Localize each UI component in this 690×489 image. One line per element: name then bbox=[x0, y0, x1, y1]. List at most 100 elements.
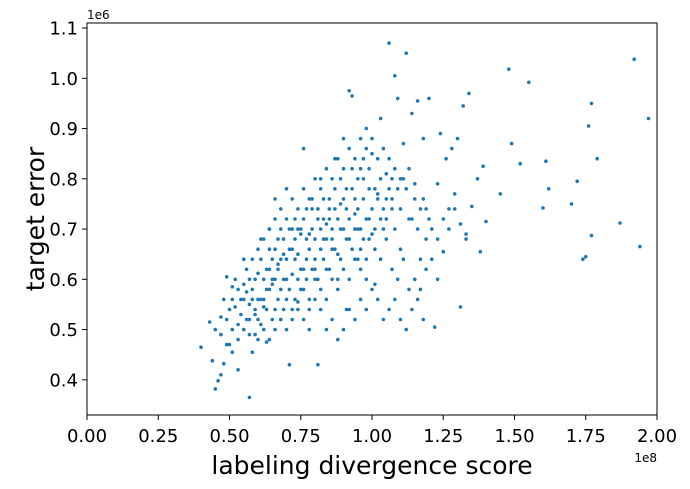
data-point bbox=[361, 237, 366, 241]
points-layer bbox=[199, 41, 651, 400]
data-point bbox=[313, 177, 317, 181]
data-point bbox=[338, 177, 343, 181]
data-point bbox=[242, 282, 246, 287]
data-point bbox=[367, 237, 371, 241]
data-point bbox=[270, 282, 275, 287]
data-point bbox=[407, 217, 411, 221]
data-point bbox=[230, 350, 235, 355]
data-point bbox=[438, 131, 443, 136]
y-tick-label: 0.4 bbox=[49, 370, 78, 391]
data-point bbox=[435, 182, 440, 186]
data-point bbox=[347, 277, 352, 282]
data-point bbox=[327, 217, 332, 221]
data-point bbox=[307, 232, 312, 236]
x-tick-label: 1.50 bbox=[494, 426, 534, 447]
data-point bbox=[213, 387, 218, 391]
plot-frame bbox=[86, 22, 658, 416]
data-point bbox=[264, 340, 269, 344]
data-point bbox=[316, 207, 320, 211]
data-point bbox=[307, 297, 312, 302]
data-point bbox=[244, 267, 249, 272]
data-point bbox=[350, 187, 354, 191]
data-point bbox=[370, 232, 374, 236]
data-point bbox=[381, 227, 386, 231]
data-point bbox=[421, 197, 426, 201]
data-point bbox=[404, 327, 409, 332]
data-point bbox=[213, 327, 218, 332]
data-point bbox=[279, 257, 283, 262]
data-point bbox=[307, 197, 312, 201]
data-point bbox=[276, 262, 280, 267]
data-point bbox=[404, 187, 409, 191]
data-point bbox=[321, 237, 326, 241]
data-point bbox=[287, 247, 292, 251]
data-point bbox=[447, 227, 451, 231]
data-point bbox=[541, 206, 545, 210]
data-point bbox=[247, 317, 252, 322]
y-axis-offset-text: 1e6 bbox=[87, 8, 110, 22]
data-point bbox=[279, 317, 283, 322]
data-point bbox=[401, 257, 406, 262]
data-point bbox=[467, 91, 471, 96]
data-point bbox=[259, 237, 263, 241]
data-point bbox=[364, 217, 369, 221]
data-point bbox=[367, 187, 371, 191]
data-point bbox=[230, 285, 235, 289]
data-point bbox=[498, 192, 503, 196]
data-point bbox=[444, 156, 448, 161]
data-point bbox=[478, 249, 483, 254]
data-point bbox=[301, 146, 306, 151]
data-point bbox=[447, 207, 451, 211]
data-point bbox=[242, 327, 246, 332]
data-point bbox=[304, 207, 309, 211]
data-point bbox=[367, 217, 371, 221]
data-point bbox=[373, 247, 377, 251]
data-point bbox=[318, 187, 323, 191]
y-axis-ticks: 0.4 0.5 0.6 0.7 0.8 0.9 1.0 1.1 bbox=[49, 19, 87, 391]
data-point bbox=[393, 74, 397, 78]
data-point bbox=[307, 247, 312, 251]
data-point bbox=[415, 227, 420, 231]
data-point bbox=[336, 277, 340, 282]
data-point bbox=[464, 237, 468, 241]
data-point bbox=[378, 217, 383, 221]
data-point bbox=[287, 362, 292, 367]
data-point bbox=[301, 267, 306, 272]
data-point bbox=[373, 227, 377, 231]
data-point bbox=[259, 257, 263, 262]
data-point bbox=[378, 257, 383, 262]
x-axis-offset-text: 1e8 bbox=[634, 451, 657, 465]
data-point bbox=[290, 307, 295, 312]
data-point bbox=[441, 217, 446, 221]
data-point bbox=[338, 227, 343, 231]
data-point bbox=[418, 207, 423, 211]
data-point bbox=[410, 217, 414, 221]
data-point bbox=[381, 146, 386, 151]
data-point bbox=[370, 287, 374, 292]
x-tick-label: 0.25 bbox=[138, 426, 178, 447]
data-point bbox=[296, 252, 300, 256]
data-point bbox=[347, 307, 352, 312]
data-point bbox=[344, 187, 349, 191]
data-point bbox=[284, 277, 289, 282]
data-point bbox=[219, 332, 223, 337]
data-point bbox=[330, 177, 334, 181]
data-point bbox=[336, 252, 340, 256]
data-point bbox=[219, 373, 223, 377]
data-point bbox=[327, 267, 332, 272]
y-tick-label: 0.9 bbox=[49, 119, 78, 140]
data-point bbox=[358, 267, 363, 272]
data-point bbox=[261, 327, 266, 332]
data-point bbox=[581, 257, 585, 262]
data-point bbox=[341, 166, 346, 171]
data-point bbox=[279, 227, 283, 231]
data-point bbox=[236, 322, 240, 327]
data-point bbox=[390, 267, 394, 272]
data-point bbox=[370, 136, 374, 141]
data-point bbox=[279, 207, 283, 211]
data-point bbox=[353, 197, 357, 201]
data-point bbox=[216, 379, 220, 383]
data-point bbox=[455, 136, 460, 141]
data-point bbox=[224, 275, 229, 279]
data-point bbox=[344, 237, 349, 241]
